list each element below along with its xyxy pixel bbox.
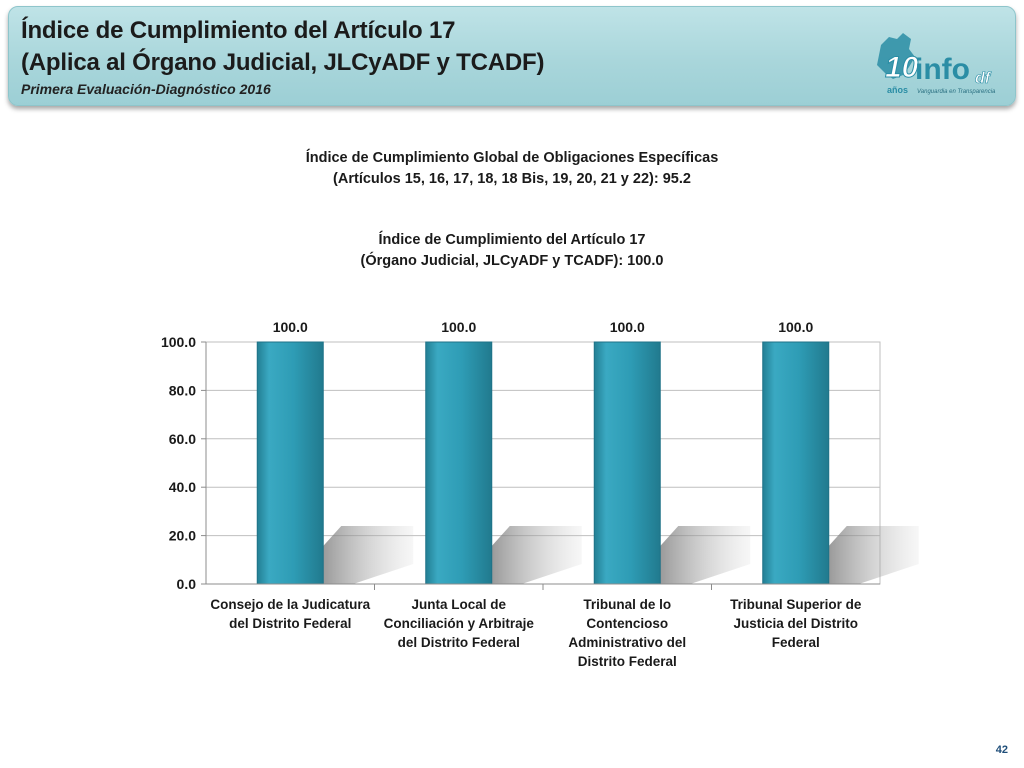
category-label: Tribunal Superior de Justicia del Distrit… <box>730 597 862 650</box>
slide-header: Índice de Cumplimiento del Artículo 17 (… <box>8 6 1016 106</box>
data-label: 100.0 <box>441 319 476 335</box>
data-label: 100.0 <box>610 319 645 335</box>
map-silhouette-icon <box>877 33 915 79</box>
category-label-line: Justicia del Distrito <box>733 616 858 631</box>
y-tick-label: 80.0 <box>169 382 196 398</box>
slide-title-line1: Índice de Cumplimiento del Artículo 17 <box>21 17 456 44</box>
category-label-line: Administrativo del <box>568 635 686 650</box>
article-index-line2: (Órgano Judicial, JLCyADF y TCADF): 100.… <box>360 253 664 269</box>
category-label: Junta Local de Conciliación y Arbitraje de… <box>384 597 535 650</box>
article-index-line1: Índice de Cumplimiento del Artículo 17 <box>378 232 646 248</box>
category-label: Consejo de la Judicatura del Distrito Fed… <box>210 597 370 631</box>
logo-brand: info <box>915 53 970 86</box>
data-label: 100.0 <box>273 319 308 335</box>
y-tick-label: 60.0 <box>169 431 196 447</box>
bar <box>256 341 324 585</box>
slide-subtitle: Primera Evaluación-Diagnóstico 2016 <box>21 81 271 97</box>
logo-suffix: df <box>975 70 992 87</box>
y-tick-label: 100.0 <box>161 334 196 350</box>
category-label-line: Contencioso <box>586 616 668 631</box>
global-index-line1: Índice de Cumplimiento Global de Obligac… <box>305 150 719 166</box>
category-label-line: Tribunal Superior de <box>730 597 862 612</box>
category-label: Tribunal de lo Contencioso Administrativo … <box>568 597 686 669</box>
bar <box>593 341 661 585</box>
category-label-line: del Distrito Federal <box>229 616 351 631</box>
article-index-heading: Índice de Cumplimiento del Artículo 17 (… <box>0 230 1024 272</box>
category-label-line: del Distrito Federal <box>398 635 520 650</box>
category-label-line: Junta Local de <box>411 597 506 612</box>
bar-chart: 0.0 20.0 40.0 60.0 80.0 100.0 100.0 Consejo de … <box>161 319 919 669</box>
category-label-line: Tribunal de lo <box>583 597 671 612</box>
category-label-line: Conciliación y Arbitraje <box>384 616 535 631</box>
category-label-line: Distrito Federal <box>578 654 677 669</box>
category-label-line: Consejo de la Judicatura <box>210 597 370 612</box>
bar-shadow <box>323 526 414 584</box>
logo-tagline: Vanguardia en Transparencia <box>917 89 996 95</box>
data-label: 100.0 <box>778 319 813 335</box>
bar-shadow <box>491 526 582 584</box>
logo-years: años <box>887 85 908 95</box>
bar-shadow <box>660 526 751 584</box>
category-label-line: Federal <box>772 635 820 650</box>
slide-title-line2: (Aplica al Órgano Judicial, JLCyADF y TC… <box>21 49 545 76</box>
y-tick-label: 20.0 <box>169 528 196 544</box>
page-number: 42 <box>995 744 1008 756</box>
global-index-heading: Índice de Cumplimiento Global de Obligac… <box>0 148 1024 190</box>
bar <box>762 341 830 585</box>
y-tick-label: 0.0 <box>177 576 197 592</box>
bar-shadow <box>828 526 919 584</box>
global-index-line2: (Artículos 15, 16, 17, 18, 18 Bis, 19, 2… <box>333 171 691 187</box>
y-tick-label: 40.0 <box>169 479 196 495</box>
bar <box>425 341 493 585</box>
logo-number: 10 <box>885 51 919 84</box>
infodf-logo: 10 años info df Vanguardia en Transparen… <box>877 33 996 95</box>
